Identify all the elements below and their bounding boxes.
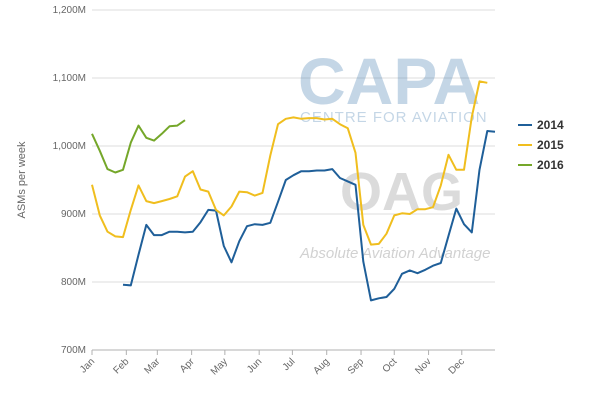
watermark-brand: CAPA [298,44,480,118]
x-tick-label: Jul [281,356,298,373]
gridlines [92,9,495,283]
watermark-brand-sub: CENTRE FOR AVIATION [300,109,488,126]
x-tick-label: Apr [178,356,197,375]
y-tick-label: 1,200M [53,5,86,16]
series-line-2014 [122,130,496,302]
x-tick-label: Aug [311,356,331,376]
x-tick-label: Jun [245,356,264,375]
watermark: CAPA CENTRE FOR AVIATION OAG Absolute Av… [298,44,490,262]
x-tick-label: Jan [78,356,97,375]
y-tick-label: 1,100M [53,73,86,84]
legend-label-2016: 2016 [537,158,564,172]
y-axis-title: ASMs per week [16,141,28,219]
watermark-tagline: Absolute Aviation Advantage [299,245,490,262]
x-tick-label: Feb [111,356,131,376]
series-line-2016 [91,119,186,174]
x-tick-label: Nov [413,356,433,376]
legend: 2014 2015 2016 [518,118,564,172]
x-tick-label: Dec [447,356,467,376]
x-tick-label: Oct [381,356,400,375]
x-tick-label: Sep [346,356,367,377]
y-tick-label: 700M [61,345,86,356]
series-line-2015 [91,80,488,246]
y-tick-label: 1,000M [53,141,86,152]
y-tick-label: 900M [61,209,86,220]
legend-label-2014: 2014 [537,118,564,132]
legend-label-2015: 2015 [537,138,564,152]
x-tick-label: May [209,356,230,377]
y-tick-label: 800M [61,277,86,288]
x-tick-label: Mar [142,356,162,376]
series-lines [91,80,496,302]
